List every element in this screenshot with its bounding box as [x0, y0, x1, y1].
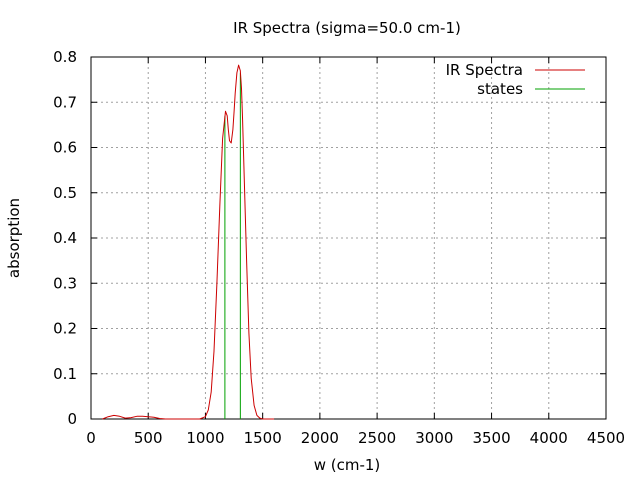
y-tick-label: 0.3: [53, 274, 77, 292]
x-tick-label: 3000: [415, 429, 453, 447]
y-tick-label: 0.6: [53, 139, 77, 157]
x-tick-label: 4500: [587, 429, 625, 447]
plot-frame: [90, 56, 607, 420]
y-tick-label: 0.2: [53, 320, 77, 338]
x-tick-label: 500: [134, 429, 163, 447]
y-tick-label: 0.5: [53, 184, 77, 202]
x-tick-label: 0: [86, 429, 96, 447]
x-axis-label: w (cm-1): [314, 456, 381, 474]
x-tick-label: 2500: [358, 429, 396, 447]
y-tick-label: 0.7: [53, 93, 77, 111]
legend: IR Spectra states: [446, 61, 585, 98]
chart-title: IR Spectra (sigma=50.0 cm-1): [233, 19, 461, 37]
x-tick-label: 2000: [301, 429, 339, 447]
legend-label-states: states: [477, 80, 523, 98]
x-tick-label: 3500: [472, 429, 510, 447]
y-tick-label: 0.8: [53, 48, 77, 66]
x-tick-label: 1000: [186, 429, 224, 447]
x-tick-label: 1500: [244, 429, 282, 447]
y-axis-label: absorption: [5, 198, 23, 278]
ir-spectra-line: [102, 64, 275, 420]
x-axis-ticks: 0 500 1000 1500 2000 2500 3000 3500 4000 4500: [86, 57, 625, 447]
series-layer: [102, 64, 275, 420]
y-tick-label: 0.4: [53, 229, 77, 247]
y-tick-label: 0.1: [53, 365, 77, 383]
y-axis-ticks: 0 0.1 0.2 0.3 0.4 0.5 0.6 0.7 0.8: [53, 48, 606, 428]
y-tick-label: 0: [67, 410, 77, 428]
x-tick-label: 4000: [530, 429, 568, 447]
legend-label-ir-spectra: IR Spectra: [446, 61, 523, 79]
grid-layer: [91, 57, 606, 419]
